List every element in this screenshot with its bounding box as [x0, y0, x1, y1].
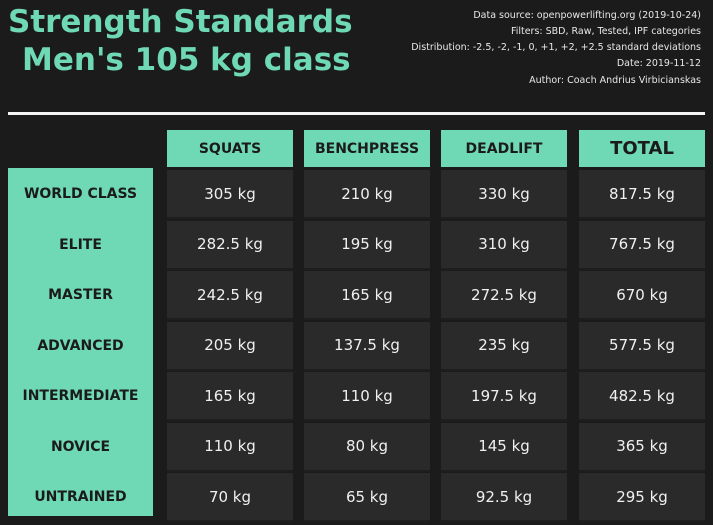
value-cell: 92.5 kg: [441, 473, 567, 522]
column-header: BENCHPRESS: [304, 130, 430, 167]
value-cell: 210 kg: [304, 170, 430, 219]
value-cell: 242.5 kg: [167, 271, 293, 320]
value-cell: 145 kg: [441, 422, 567, 472]
divider: [8, 112, 705, 115]
info-line: Distribution: -2.5, -2, -1, 0, +1, +2, +…: [411, 42, 701, 54]
info-line: Author: Coach Andrius Virbicianskas: [529, 74, 701, 86]
info-line: Data source: openpowerlifting.org (2019-…: [473, 9, 701, 21]
value-cell: 282.5 kg: [167, 220, 293, 270]
value-cell: 65 kg: [304, 473, 430, 522]
row-label: INTERMEDIATE: [22, 388, 139, 404]
row-label: WORLD CLASS: [23, 186, 138, 202]
column-header: TOTAL: [579, 130, 705, 167]
value-cell: 310 kg: [441, 220, 567, 270]
value-cell: 330 kg: [441, 170, 567, 219]
title-line: Men's 105 kg class: [22, 42, 351, 78]
value-cell: 817.5 kg: [579, 170, 705, 219]
row-label: NOVICE: [50, 438, 111, 455]
value-cell: 80 kg: [304, 422, 430, 472]
value-cell: 70 kg: [167, 473, 293, 522]
value-cell: 365 kg: [579, 422, 705, 472]
value-cell: 295 kg: [579, 473, 705, 522]
info-line: Filters: SBD, Raw, Tested, IPF categorie…: [510, 25, 701, 37]
value-cell: 272.5 kg: [441, 271, 567, 320]
column-header: SQUATS: [167, 130, 293, 167]
value-cell: 110 kg: [167, 422, 293, 472]
value-cell: 165 kg: [304, 271, 430, 320]
value-cell: 137.5 kg: [304, 321, 430, 371]
value-cell: 110 kg: [304, 372, 430, 421]
title-line: Strength Standards: [8, 4, 353, 40]
row-label: ELITE: [59, 236, 102, 253]
column-header: DEADLIFT: [441, 130, 567, 167]
label-column: [8, 168, 153, 516]
value-cell: 577.5 kg: [579, 321, 705, 371]
row-label: ADVANCED: [37, 337, 124, 354]
value-cell: 767.5 kg: [579, 220, 705, 270]
row-label: MASTER: [48, 287, 113, 303]
value-cell: 195 kg: [304, 220, 430, 270]
info-line: Date: 2019-11-12: [616, 58, 701, 70]
value-cell: 482.5 kg: [579, 372, 705, 421]
value-cell: 670 kg: [579, 271, 705, 320]
value-cell: 205 kg: [167, 321, 293, 371]
value-cell: 165 kg: [167, 372, 293, 421]
value-cell: 235 kg: [441, 321, 567, 371]
value-cell: 305 kg: [167, 170, 293, 219]
row-label: UNTRAINED: [34, 489, 127, 505]
value-cell: 197.5 kg: [441, 372, 567, 421]
